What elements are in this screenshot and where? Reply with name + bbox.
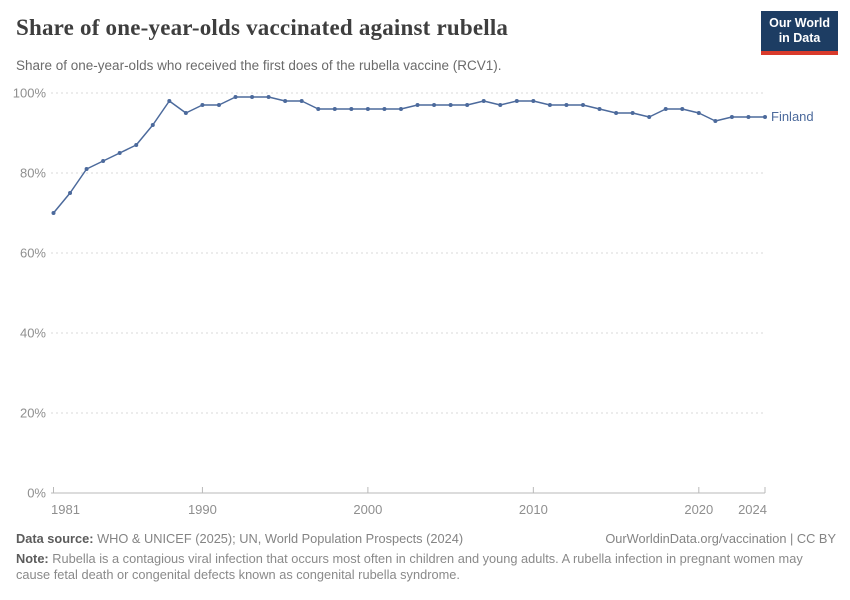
data-point[interactable]	[266, 95, 271, 99]
data-point[interactable]	[332, 107, 337, 111]
data-point[interactable]	[514, 99, 519, 103]
data-point[interactable]	[183, 111, 188, 115]
data-point[interactable]	[663, 107, 668, 111]
data-point[interactable]	[680, 107, 685, 111]
data-point[interactable]	[465, 103, 470, 107]
y-axis-tick-label: 20%	[20, 406, 46, 421]
data-point[interactable]	[481, 99, 486, 103]
line-chart-plot-area[interactable]: 0% 20% 40% 60% 80% 100% 1981 1990 2000 2010 2020 20…	[0, 80, 850, 525]
data-point[interactable]	[250, 95, 255, 99]
owid-logo-line2: in Data	[778, 31, 821, 46]
data-point[interactable]	[134, 143, 139, 147]
data-source-text: Data source: WHO & UNICEF (2025); UN, Wo…	[16, 531, 463, 546]
data-point[interactable]	[763, 115, 767, 119]
data-point[interactable]	[365, 107, 370, 111]
footer-note-text: Rubella is a contagious viral infection …	[16, 551, 803, 583]
data-point[interactable]	[382, 107, 387, 111]
data-point[interactable]	[746, 115, 751, 119]
owid-logo[interactable]: Our World in Data	[761, 11, 838, 55]
y-axis-tick-label: 100%	[13, 86, 47, 101]
data-point[interactable]	[713, 119, 718, 123]
data-point[interactable]	[729, 115, 734, 119]
data-point[interactable]	[597, 107, 602, 111]
y-axis-tick-label: 40%	[20, 326, 46, 341]
data-point[interactable]	[448, 103, 453, 107]
data-point[interactable]	[696, 111, 701, 115]
footer-source-row: Data source: WHO & UNICEF (2025); UN, Wo…	[16, 531, 836, 546]
x-axis-tick-label: 1990	[188, 502, 217, 517]
data-point[interactable]	[101, 159, 106, 163]
data-point[interactable]	[150, 123, 155, 127]
data-point[interactable]	[415, 103, 420, 107]
data-source-label: Data source:	[16, 531, 94, 546]
data-point[interactable]	[299, 99, 304, 103]
chart-subtitle: Share of one-year-olds who received the …	[16, 58, 502, 73]
footer-note: Note: Rubella is a contagious viral infe…	[16, 551, 826, 584]
data-point[interactable]	[349, 107, 354, 111]
data-source-value: WHO & UNICEF (2025); UN, World Populatio…	[93, 531, 464, 546]
data-point[interactable]	[531, 99, 536, 103]
data-point[interactable]	[68, 191, 73, 195]
data-point[interactable]	[51, 211, 56, 215]
y-axis-tick-label: 0%	[27, 486, 46, 501]
y-axis-tick-label: 60%	[20, 246, 46, 261]
footer-note-label: Note:	[16, 551, 49, 566]
data-point[interactable]	[564, 103, 569, 107]
data-point[interactable]	[84, 167, 89, 171]
trend-line[interactable]	[52, 96, 766, 214]
data-point[interactable]	[233, 95, 238, 99]
entity-label[interactable]: Finland	[771, 109, 814, 124]
data-point[interactable]	[580, 103, 585, 107]
data-point[interactable]	[117, 151, 122, 155]
data-point[interactable]	[200, 103, 205, 107]
data-point[interactable]	[398, 107, 403, 111]
data-point[interactable]	[498, 103, 503, 107]
data-point[interactable]	[216, 103, 221, 107]
y-axis-tick-label: 80%	[20, 166, 46, 181]
data-point[interactable]	[432, 103, 437, 107]
data-point[interactable]	[167, 99, 172, 103]
data-point[interactable]	[614, 111, 619, 115]
data-point[interactable]	[283, 99, 288, 103]
data-point[interactable]	[316, 107, 321, 111]
x-axis-tick-label: 1981	[51, 502, 80, 517]
x-axis-tick-label: 2010	[519, 502, 548, 517]
data-point[interactable]	[647, 115, 652, 119]
x-axis-tick-label: 2024	[738, 502, 767, 517]
data-point[interactable]	[547, 103, 552, 107]
x-axis-tick-label: 2020	[684, 502, 713, 517]
page-title: Share of one-year-olds vaccinated agains…	[16, 15, 509, 40]
owid-logo-line1: Our World	[769, 16, 830, 30]
data-point[interactable]	[630, 111, 635, 115]
footer-link[interactable]: OurWorldinData.org/vaccination | CC BY	[605, 531, 836, 546]
x-axis-tick-label: 2000	[353, 502, 382, 517]
